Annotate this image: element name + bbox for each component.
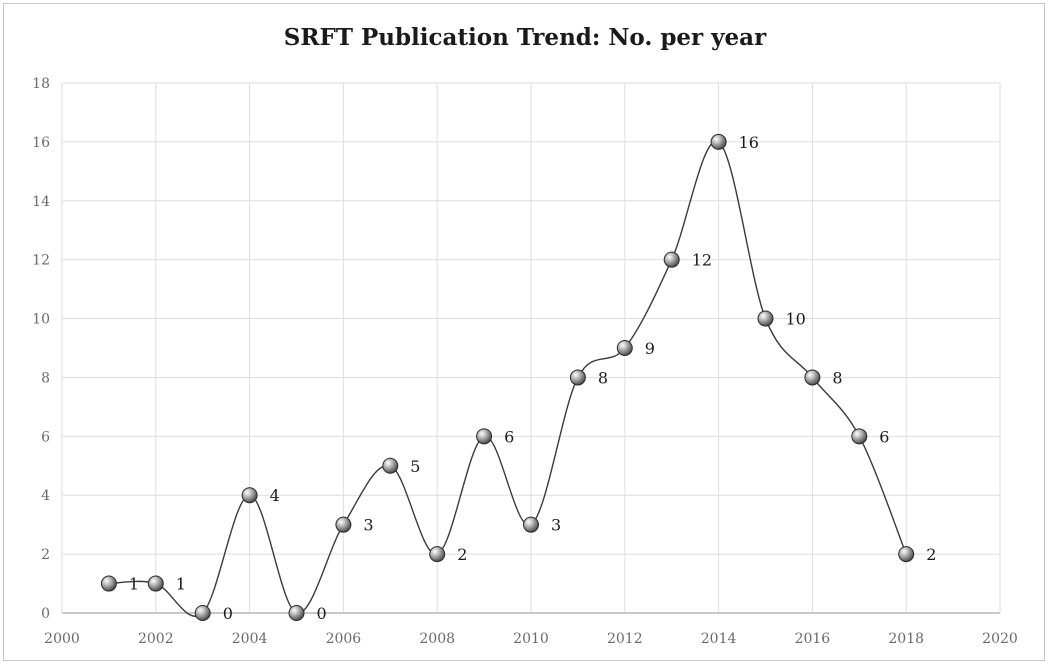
data-label-2016: 8 bbox=[832, 368, 842, 387]
x-tick-label: 2008 bbox=[419, 631, 455, 647]
series-markers bbox=[100, 133, 915, 621]
y-tick-label: 8 bbox=[41, 370, 50, 386]
data-point-2016 bbox=[804, 369, 821, 386]
x-tick-label: 2010 bbox=[513, 631, 549, 647]
data-point-2010 bbox=[523, 516, 539, 533]
data-point-2018 bbox=[898, 546, 915, 563]
data-point-2006 bbox=[335, 516, 352, 533]
y-tick-label: 10 bbox=[32, 312, 50, 328]
data-label-2007: 5 bbox=[410, 457, 420, 476]
data-label-2018: 2 bbox=[926, 545, 936, 564]
x-tick-label: 2000 bbox=[44, 631, 80, 647]
y-tick-label: 12 bbox=[32, 253, 50, 269]
data-point-2012 bbox=[616, 340, 633, 356]
data-point-2003 bbox=[194, 605, 211, 621]
x-axis-tick-labels: 2000 2002 2004 2006 2008 2010 2012 2014 2016 2018… bbox=[44, 631, 1018, 647]
y-tick-label: 2 bbox=[41, 547, 50, 563]
data-point-2002 bbox=[147, 575, 164, 592]
x-tick-label: 2012 bbox=[607, 631, 643, 647]
x-tick-label: 2006 bbox=[326, 631, 362, 647]
data-label-2005: 0 bbox=[317, 604, 327, 623]
x-tick-label: 2004 bbox=[232, 631, 268, 647]
data-label-2008: 2 bbox=[457, 545, 467, 564]
chart-frame bbox=[3, 3, 1045, 661]
data-label-2004: 4 bbox=[270, 486, 280, 505]
data-point-2009 bbox=[476, 428, 493, 445]
data-point-2004 bbox=[241, 487, 258, 504]
data-point-2017 bbox=[851, 428, 868, 445]
data-point-2015 bbox=[757, 310, 774, 327]
data-label-2012: 9 bbox=[645, 339, 655, 358]
y-tick-label: 18 bbox=[32, 76, 50, 92]
data-point-2008 bbox=[429, 546, 446, 563]
x-tick-label: 2002 bbox=[138, 631, 174, 647]
series-line bbox=[108, 140, 907, 617]
data-label-2006: 3 bbox=[363, 516, 373, 535]
axes bbox=[61, 83, 1000, 614]
data-label-2010: 3 bbox=[551, 516, 561, 535]
data-label-2011: 8 bbox=[598, 368, 608, 387]
chart-title: SRFT Publication Trend: No. per year bbox=[284, 24, 767, 51]
x-tick-label: 2020 bbox=[982, 631, 1018, 647]
data-point-2007 bbox=[382, 457, 399, 474]
data-label-2009: 6 bbox=[504, 427, 514, 446]
data-point-2013 bbox=[663, 251, 680, 268]
data-label-2015: 10 bbox=[786, 310, 806, 329]
data-point-2014 bbox=[710, 133, 727, 150]
data-label-2013: 12 bbox=[692, 251, 712, 270]
data-point-2005 bbox=[288, 605, 305, 621]
gridlines bbox=[62, 82, 1001, 613]
y-tick-label: 14 bbox=[32, 194, 50, 210]
y-axis-tick-labels: 0 2 4 6 8 10 12 14 16 18 bbox=[32, 76, 50, 622]
y-tick-label: 6 bbox=[41, 429, 50, 445]
y-tick-label: 0 bbox=[41, 606, 50, 622]
y-tick-label: 16 bbox=[32, 135, 50, 151]
data-label-2001: 1 bbox=[129, 575, 139, 594]
x-tick-label: 2016 bbox=[795, 631, 831, 647]
data-point-2011 bbox=[569, 369, 586, 386]
data-label-2017: 6 bbox=[879, 427, 889, 446]
x-tick-label: 2014 bbox=[701, 631, 737, 647]
y-tick-label: 4 bbox=[41, 488, 50, 504]
data-label-2014: 16 bbox=[739, 133, 759, 152]
data-label-2003: 0 bbox=[223, 604, 233, 623]
data-label-2002: 1 bbox=[176, 575, 186, 594]
x-tick-label: 2018 bbox=[888, 631, 924, 647]
series-line-path bbox=[108, 140, 907, 617]
data-point-2001 bbox=[100, 575, 117, 592]
